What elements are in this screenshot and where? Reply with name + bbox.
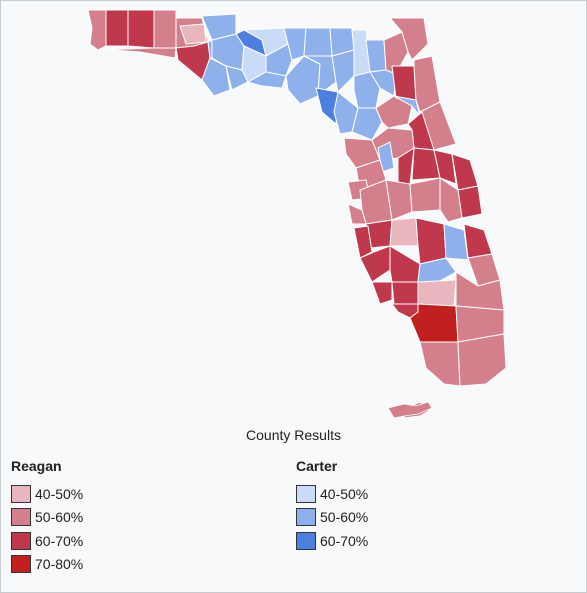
- legend-reagan: Reagan 40-50% 50-60% 60-70% 70-80%: [11, 458, 83, 576]
- legend-swatch: [11, 508, 31, 527]
- legend-reagan-50-60: 50-60%: [11, 506, 83, 530]
- county: [409, 177, 441, 213]
- county: [365, 39, 387, 73]
- county: [303, 27, 333, 57]
- county: [283, 27, 307, 61]
- county: [333, 91, 359, 135]
- map-caption: County Results: [246, 427, 341, 443]
- county: [389, 17, 429, 61]
- county: [389, 245, 421, 283]
- county: [383, 31, 409, 75]
- florida-county-map: [87, 9, 507, 419]
- county: [127, 9, 155, 49]
- legend-swatch: [11, 555, 31, 574]
- county: [351, 107, 383, 141]
- legend-label: 40-50%: [320, 485, 369, 502]
- county-keys: [387, 401, 433, 419]
- county: [265, 43, 293, 77]
- legend-carter-title: Carter: [296, 458, 338, 474]
- legend-swatch: [11, 484, 31, 503]
- county: [389, 217, 419, 247]
- county: [443, 223, 469, 261]
- county: [97, 47, 177, 59]
- legend-carter-40-50: 40-50%: [296, 482, 368, 506]
- legend-label: 60-70%: [35, 532, 84, 549]
- county: [353, 225, 373, 259]
- county: [455, 271, 505, 311]
- county: [105, 9, 129, 47]
- county: [451, 153, 479, 191]
- county: [419, 341, 461, 387]
- county: [331, 49, 355, 93]
- legend-reagan-70-80: 70-80%: [11, 553, 83, 577]
- county: [371, 281, 393, 305]
- legend-swatch: [11, 531, 31, 550]
- county: [463, 223, 493, 259]
- county: [303, 55, 337, 97]
- county: [87, 9, 107, 51]
- legend-label: 50-60%: [35, 509, 84, 526]
- county: [153, 9, 177, 49]
- county: [417, 279, 457, 307]
- county: [207, 39, 213, 59]
- county: [391, 281, 419, 305]
- county: [439, 177, 463, 223]
- legend-reagan-40-50: 40-50%: [11, 482, 83, 506]
- legend-carter-50-60: 50-60%: [296, 506, 368, 530]
- county: [179, 23, 207, 45]
- legend-carter-60-70: 60-70%: [296, 529, 368, 553]
- legend-label: 40-50%: [35, 485, 84, 502]
- county: [417, 257, 457, 283]
- county: [391, 65, 417, 101]
- county: [201, 57, 231, 97]
- county: [315, 87, 339, 125]
- legend-swatch: [296, 531, 316, 550]
- legend-label: 70-80%: [35, 556, 84, 573]
- legend-carter: Carter 40-50% 50-60% 60-70%: [296, 458, 368, 553]
- county: [247, 71, 287, 89]
- legend-label: 60-70%: [320, 532, 369, 549]
- legend-reagan-title: Reagan: [11, 458, 62, 474]
- legend-swatch: [296, 508, 316, 527]
- legend-swatch: [296, 484, 316, 503]
- legend-label: 50-60%: [320, 509, 369, 526]
- county: [415, 217, 447, 265]
- county: [433, 149, 457, 185]
- county: [457, 333, 507, 387]
- legend-reagan-60-70: 60-70%: [11, 529, 83, 553]
